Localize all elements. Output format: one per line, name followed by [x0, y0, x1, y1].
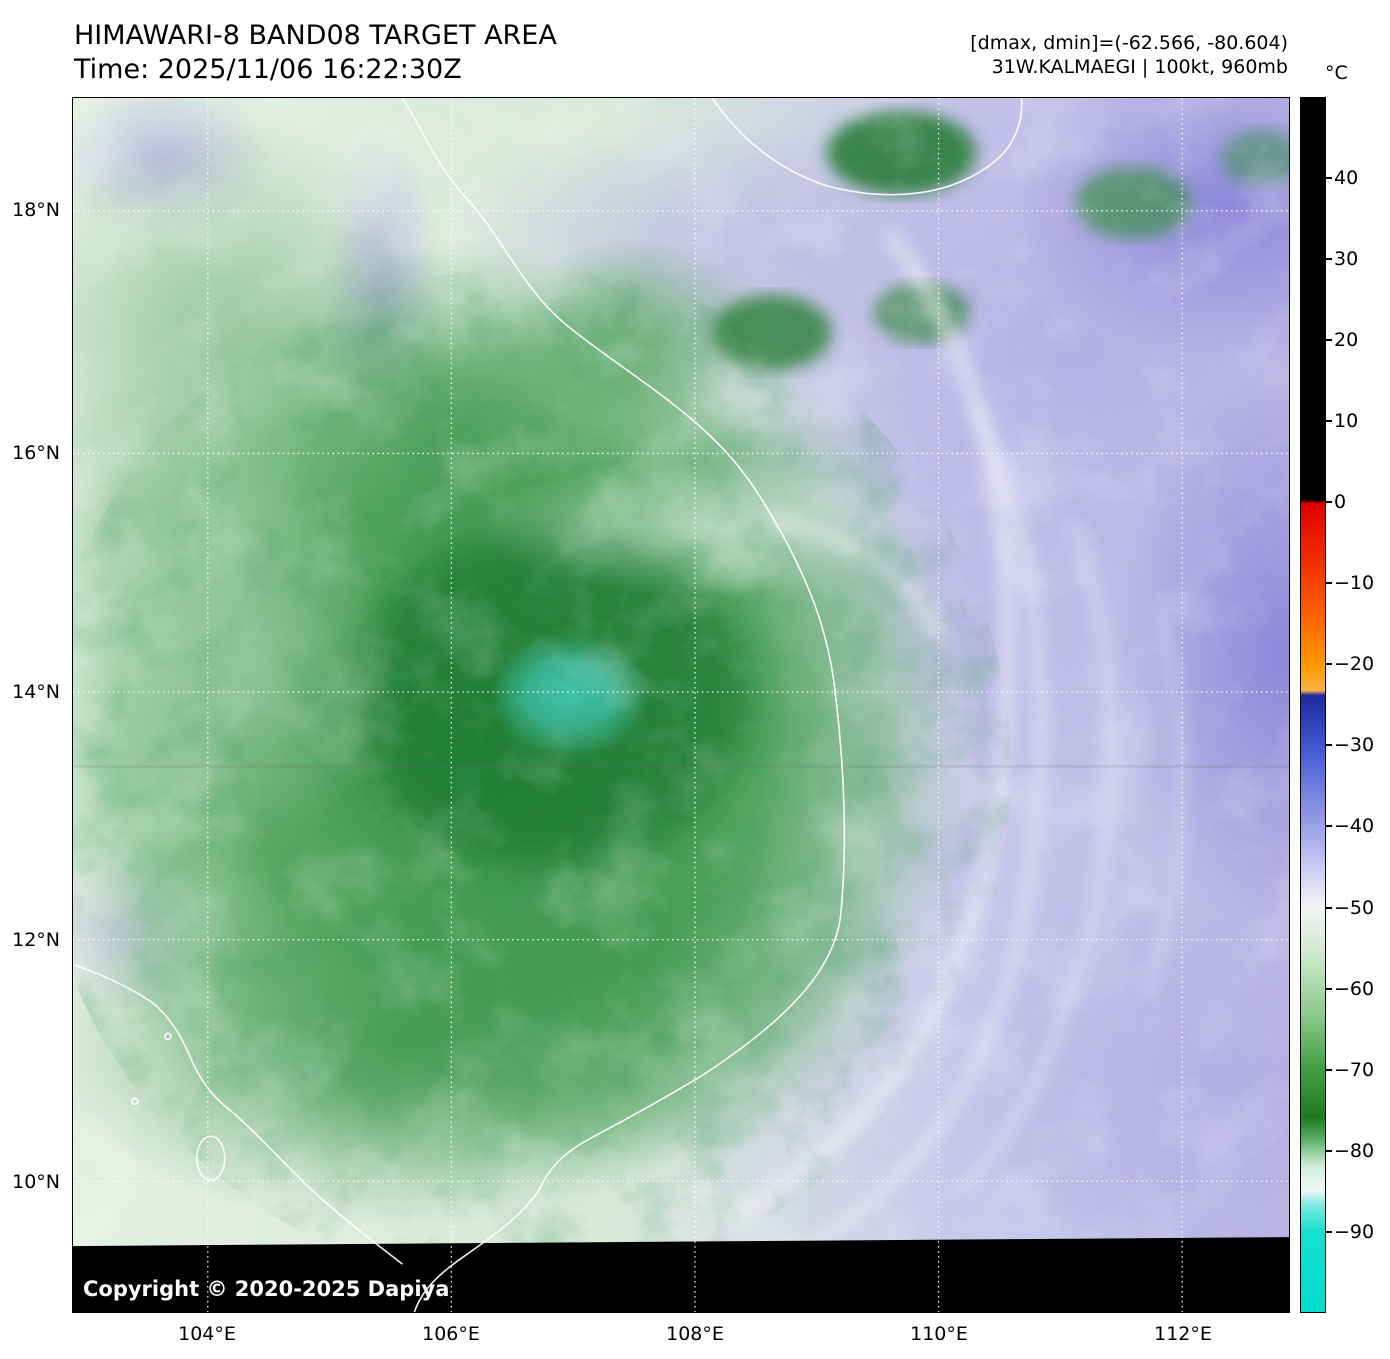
- colorbar-tick: −70: [1326, 1058, 1390, 1082]
- colorbar-tick: −10: [1326, 571, 1390, 595]
- lat-label-12n: 12°N: [12, 929, 60, 951]
- temperature-colorbar: [1300, 97, 1326, 1313]
- copyright-watermark: Copyright © 2020-2025 Dapiya: [83, 1277, 450, 1301]
- colorbar-tick: −20: [1326, 652, 1390, 676]
- figure-title: HIMAWARI-8 BAND08 TARGET AREA: [74, 20, 557, 51]
- satellite-image: [73, 98, 1289, 1312]
- map-gridlines: [73, 98, 1289, 1312]
- colorbar-tick: 0: [1326, 490, 1390, 514]
- lon-label-110e: 110°E: [910, 1323, 968, 1345]
- dmax-dmin-readout: [dmax, dmin]=(-62.566, -80.604): [970, 32, 1288, 54]
- colorbar-tick: −50: [1326, 896, 1390, 920]
- lat-label-16n: 16°N: [12, 442, 60, 464]
- satellite-map-panel: Copyright © 2020-2025 Dapiya: [72, 97, 1290, 1313]
- lat-label-14n: 14°N: [12, 681, 60, 703]
- colorbar-tick: 10: [1326, 409, 1390, 433]
- colorbar-tick: −80: [1326, 1139, 1390, 1163]
- lon-label-112e: 112°E: [1154, 1323, 1212, 1345]
- figure-time: Time: 2025/11/06 16:22:30Z: [74, 54, 462, 85]
- lat-label-10n: 10°N: [12, 1171, 60, 1193]
- scan-edge-nodata-band: [73, 1237, 1289, 1312]
- lon-label-106e: 106°E: [422, 1323, 480, 1345]
- colorbar-tick: −30: [1326, 733, 1390, 757]
- colorbar-tick: 30: [1326, 247, 1390, 271]
- lon-label-104e: 104°E: [178, 1323, 236, 1345]
- lon-label-108e: 108°E: [666, 1323, 724, 1345]
- colorbar-tick: 40: [1326, 166, 1390, 190]
- colorbar-unit-label: °C: [1325, 62, 1348, 84]
- colorbar-tick: −40: [1326, 814, 1390, 838]
- colorbar-tick: 20: [1326, 328, 1390, 352]
- colorbar-tick: −90: [1326, 1220, 1390, 1244]
- lat-label-18n: 18°N: [12, 199, 60, 221]
- colorbar-tick: −60: [1326, 977, 1390, 1001]
- coastline: [73, 98, 1023, 1312]
- storm-info: 31W.KALMAEGI | 100kt, 960mb: [991, 56, 1288, 78]
